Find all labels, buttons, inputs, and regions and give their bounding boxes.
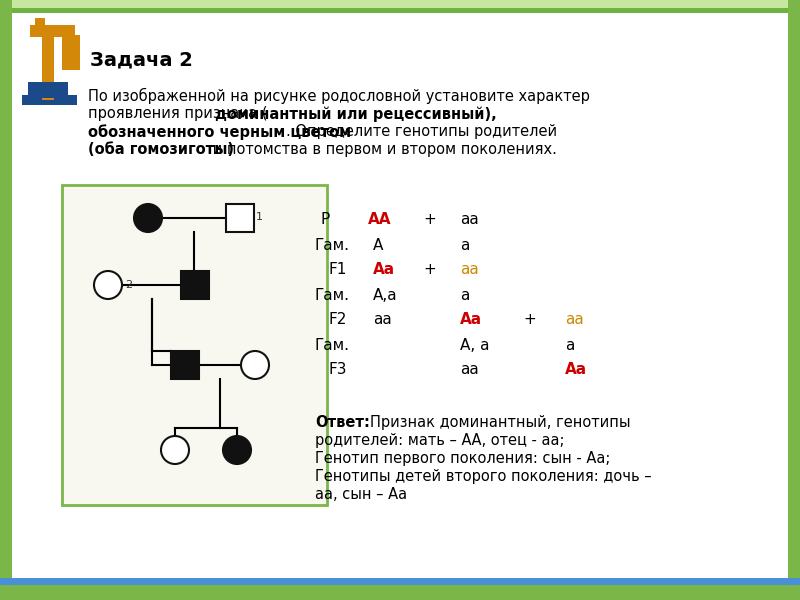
- Bar: [62, 35, 80, 70]
- Text: А,а: А,а: [373, 287, 398, 302]
- Text: аа: аа: [460, 362, 478, 377]
- Circle shape: [94, 271, 122, 299]
- Text: +: +: [524, 313, 536, 328]
- Text: (оба гомозиготы): (оба гомозиготы): [88, 142, 234, 157]
- Text: Гам.: Гам.: [315, 238, 350, 253]
- Text: Аа: Аа: [373, 263, 395, 277]
- Text: F1: F1: [328, 263, 346, 277]
- Circle shape: [161, 436, 189, 464]
- Text: А, а: А, а: [460, 337, 490, 352]
- Bar: [0, 578, 800, 585]
- Bar: [0, 0, 12, 600]
- Text: аа: аа: [373, 313, 392, 328]
- Text: проявления признака (: проявления признака (: [88, 106, 267, 121]
- Text: Генотипы детей второго поколения: дочь –: Генотипы детей второго поколения: дочь –: [315, 469, 652, 484]
- Text: Признак доминантный, генотипы: Признак доминантный, генотипы: [370, 415, 630, 430]
- Bar: [42, 30, 54, 100]
- Circle shape: [134, 204, 162, 232]
- Bar: [22, 95, 77, 105]
- Text: а: а: [565, 337, 574, 352]
- Text: 2: 2: [125, 280, 132, 290]
- Text: Генотип первого поколения: сын - Аа;: Генотип первого поколения: сын - Аа;: [315, 451, 610, 466]
- Text: F2: F2: [328, 313, 346, 328]
- Bar: [62, 185, 327, 505]
- Circle shape: [241, 351, 269, 379]
- Circle shape: [223, 436, 251, 464]
- Text: аа: аа: [460, 212, 478, 227]
- Text: доминантный или рецессивный),: доминантный или рецессивный),: [215, 106, 497, 121]
- Text: Гам.: Гам.: [315, 337, 350, 352]
- Text: родителей: мать – АА, отец - аа;: родителей: мать – АА, отец - аа;: [315, 433, 565, 448]
- Bar: [171, 351, 199, 379]
- Text: По изображенной на рисунке родословной установите характер: По изображенной на рисунке родословной у…: [88, 88, 590, 104]
- Text: обозначенного черным цветом: обозначенного черным цветом: [88, 124, 351, 140]
- Text: +: +: [424, 212, 436, 227]
- Bar: [0, 0, 800, 8]
- Text: а: а: [460, 287, 470, 302]
- Text: аа: аа: [565, 313, 584, 328]
- Text: 1: 1: [256, 212, 263, 222]
- Bar: [30, 25, 75, 37]
- Text: Гам.: Гам.: [315, 287, 350, 302]
- Text: Задача 2: Задача 2: [90, 50, 193, 70]
- Bar: [28, 82, 68, 98]
- Text: аа, сын – Аа: аа, сын – Аа: [315, 487, 407, 502]
- Text: А: А: [373, 238, 383, 253]
- Text: Ответ:: Ответ:: [315, 415, 370, 430]
- Text: а: а: [460, 238, 470, 253]
- Bar: [0, 8, 800, 13]
- Text: Аа: Аа: [565, 362, 587, 377]
- Text: +: +: [424, 263, 436, 277]
- Text: Р: Р: [320, 212, 330, 227]
- Bar: [0, 585, 800, 600]
- Bar: [35, 18, 45, 32]
- Text: . Определите генотипы родителей: . Определите генотипы родителей: [286, 124, 557, 139]
- Bar: [226, 204, 254, 232]
- Bar: [181, 271, 209, 299]
- Text: Аа: Аа: [460, 313, 482, 328]
- Text: АА: АА: [368, 212, 391, 227]
- Text: F3: F3: [328, 362, 346, 377]
- Text: аа: аа: [460, 263, 478, 277]
- Text: и потомства в первом и втором поколениях.: и потомства в первом и втором поколениях…: [208, 142, 557, 157]
- Bar: [788, 0, 800, 600]
